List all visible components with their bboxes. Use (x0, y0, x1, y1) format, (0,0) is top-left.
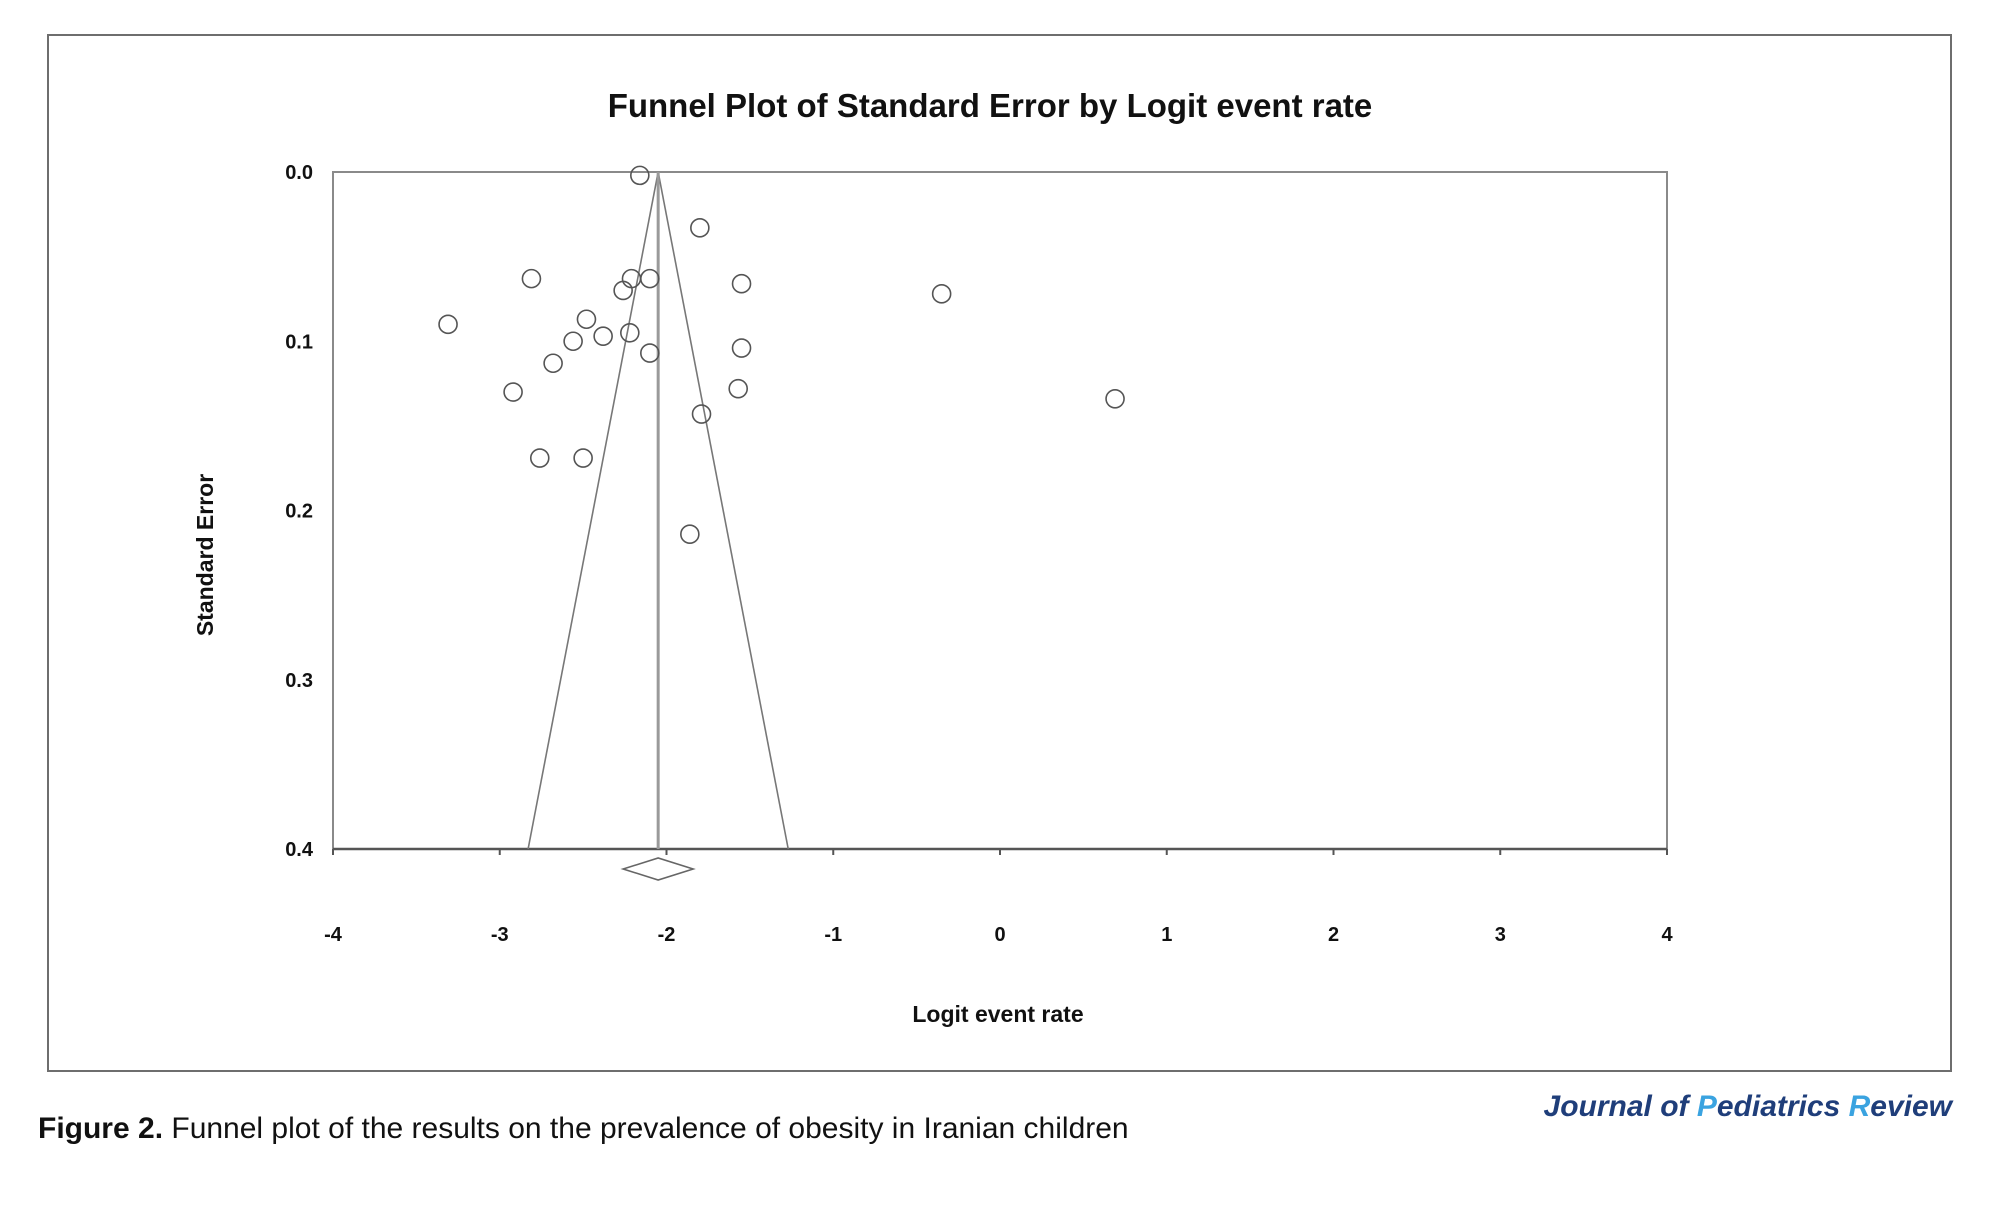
study-point (613, 280, 633, 301)
study-point (521, 268, 542, 289)
study-point (576, 309, 597, 330)
y-tick-label: 0.1 (285, 331, 313, 353)
y-axis-label: Standard Error (192, 474, 218, 636)
study-point (691, 404, 712, 424)
study-point (728, 378, 749, 399)
study-point (543, 353, 563, 374)
study-point (640, 268, 660, 289)
study-point (640, 343, 660, 363)
study-point (438, 314, 458, 335)
study-point (563, 331, 583, 352)
journal-name-part: eview (1870, 1090, 1952, 1123)
study-point (731, 338, 752, 358)
x-tick-label: -1 (824, 924, 842, 946)
x-axis-label: Logit event rate (912, 1001, 1083, 1027)
x-tick-label: -2 (658, 924, 676, 946)
figure-caption: Figure 2. Funnel plot of the results on … (38, 1112, 1129, 1146)
x-tick-label: 1 (1161, 924, 1172, 946)
study-point (503, 382, 523, 402)
journal-name-part: ediatrics (1716, 1090, 1849, 1123)
journal-name-part: J (1543, 1090, 1561, 1123)
y-tick-label: 0.4 (285, 839, 314, 861)
x-tick-label: 3 (1495, 924, 1506, 946)
x-tick-label: 4 (1661, 924, 1673, 946)
chart-title: Funnel Plot of Standard Error by Logit e… (608, 87, 1373, 124)
x-tick-label: 2 (1328, 924, 1339, 946)
study-point (529, 448, 550, 468)
x-tick-label: 0 (994, 924, 1005, 946)
plot-area (332, 171, 1668, 850)
study-point (731, 273, 752, 294)
funnel-left-line (527, 171, 659, 850)
journal-name-part: R (1848, 1090, 1871, 1123)
study-point (620, 322, 640, 343)
figure-caption-text: Funnel plot of the results on the preval… (163, 1112, 1129, 1145)
study-point (680, 524, 700, 544)
x-tick-label: -3 (491, 924, 509, 946)
figure-frame (47, 34, 1952, 1072)
study-point (1105, 388, 1125, 409)
figure-label: Figure 2. (38, 1112, 164, 1145)
study-point (593, 326, 613, 346)
journal-name-part: P (1696, 1090, 1717, 1123)
journal-name-part: ournal of (1560, 1090, 1697, 1123)
journal-name: Journal of Pediatrics Review (1544, 1090, 1953, 1124)
y-tick-label: 0.2 (285, 501, 313, 523)
y-tick-label: 0.0 (285, 162, 313, 184)
y-tick-label: 0.3 (285, 670, 313, 692)
funnel-right-line (657, 171, 790, 850)
study-point (690, 218, 710, 238)
pooled-estimate-diamond (620, 857, 696, 881)
study-point (931, 284, 952, 304)
x-tick-label: -4 (324, 924, 343, 946)
study-point (573, 448, 593, 468)
study-point (630, 165, 650, 186)
